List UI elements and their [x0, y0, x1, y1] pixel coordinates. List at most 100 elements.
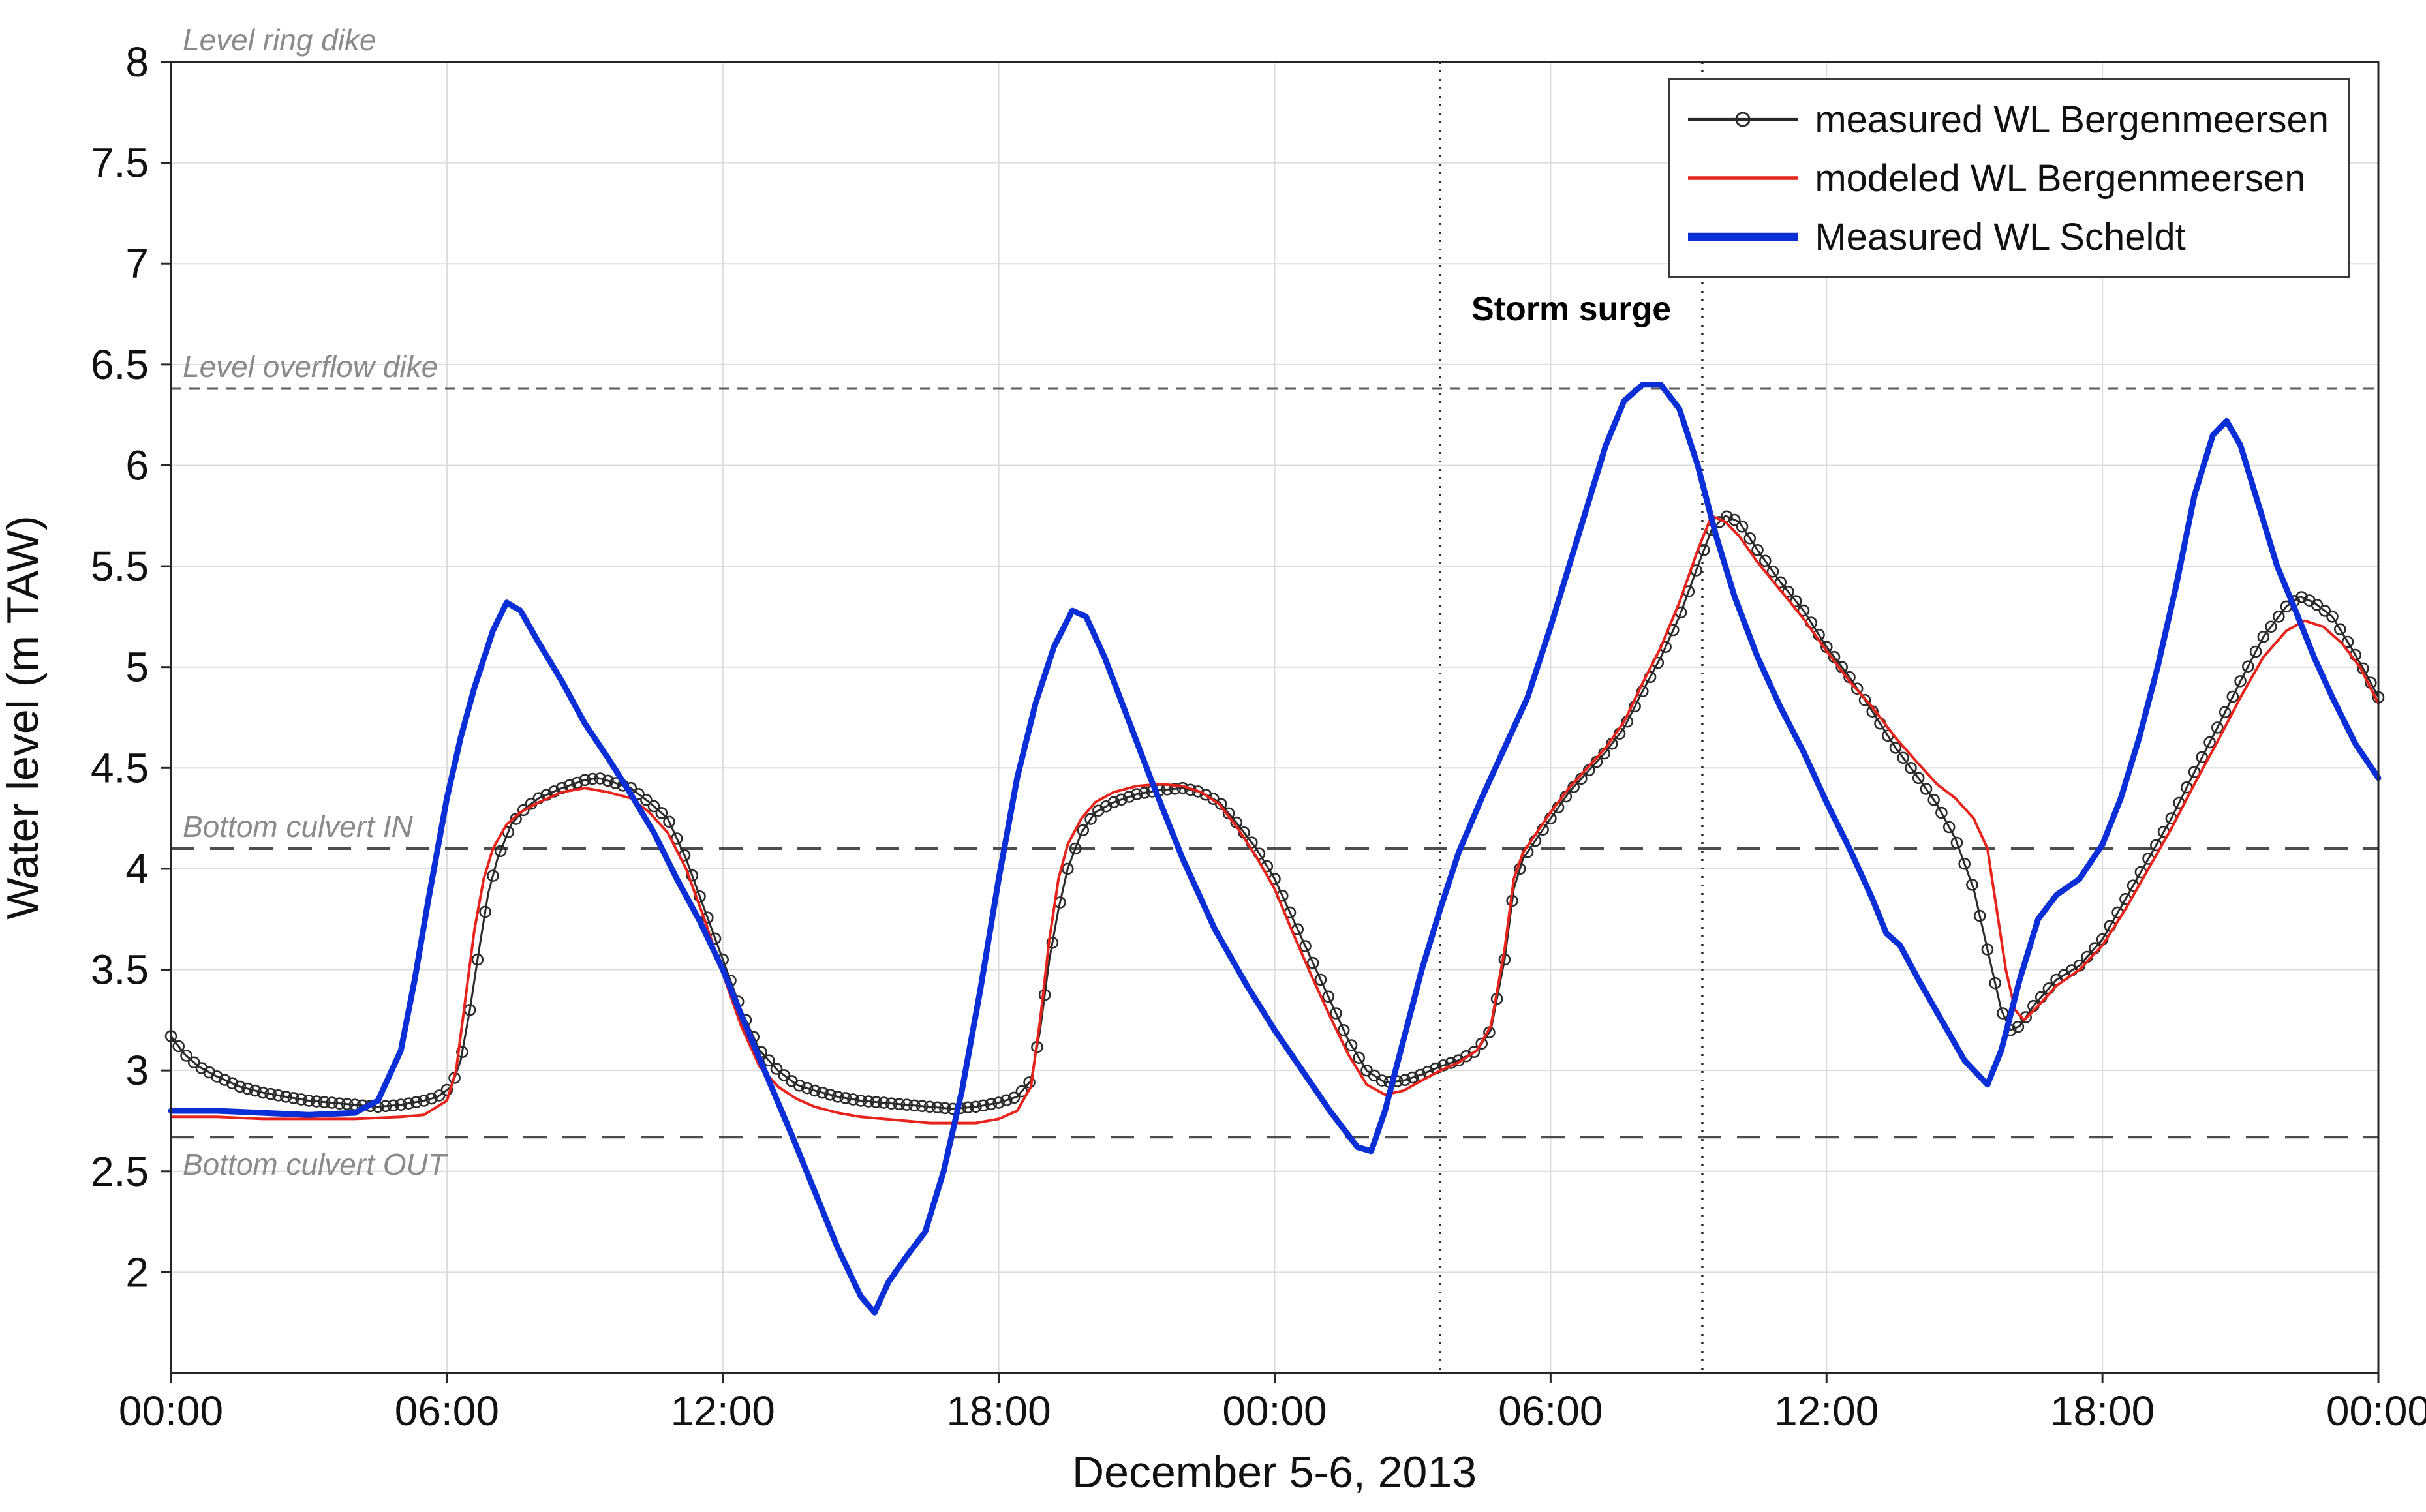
series-marker [2242, 660, 2254, 673]
series-marker [586, 772, 599, 785]
series-marker [249, 1084, 262, 1097]
series-marker [985, 1098, 998, 1110]
series-marker [1138, 787, 1151, 799]
series-marker [517, 804, 530, 817]
series-marker [1467, 1046, 1481, 1059]
series-marker [1322, 990, 1334, 1003]
series-marker [762, 1054, 775, 1066]
legend-label: Measured WL Scheldt [1815, 215, 2186, 258]
series-marker [226, 1077, 239, 1089]
series-marker [433, 1089, 446, 1102]
series-marker [808, 1084, 821, 1097]
series-marker [1337, 1024, 1350, 1036]
series-marker [778, 1069, 790, 1081]
series-marker [303, 1095, 315, 1107]
series-marker [816, 1086, 829, 1099]
series-marker [1077, 824, 1090, 837]
legend-label: measured WL Bergenmeersen [1815, 98, 2329, 141]
series-marker [1345, 1039, 1358, 1051]
series-marker [992, 1096, 1005, 1109]
reference-line-label: Level overflow dike [183, 350, 438, 384]
series-marker [1728, 513, 1741, 526]
series-marker [1935, 806, 1948, 819]
series-marker [1905, 762, 1917, 774]
series-marker [1927, 794, 1940, 806]
series-marker [1406, 1071, 1419, 1084]
legend-swatch-1 [1688, 176, 1798, 180]
series-marker [571, 776, 583, 789]
series-marker [2234, 675, 2247, 688]
series-marker [1437, 1059, 1450, 1072]
series-marker [1046, 937, 1059, 949]
series-marker [1958, 857, 1971, 870]
series-marker [2226, 690, 2239, 703]
series-marker [900, 1098, 913, 1111]
series-marker [655, 807, 668, 819]
series-marker [1751, 543, 1764, 556]
series-marker [1069, 842, 1082, 855]
series-marker [326, 1096, 339, 1109]
series-marker [1299, 940, 1312, 952]
series-marker [402, 1097, 415, 1110]
x-tick-label: 00:00 [2326, 1387, 2426, 1434]
x-tick-label: 18:00 [947, 1387, 1051, 1434]
series-marker [279, 1091, 292, 1103]
series-marker [471, 953, 484, 966]
series-marker [1169, 783, 1182, 795]
series-marker [885, 1097, 898, 1110]
series-marker [1084, 813, 1097, 825]
series-marker [1743, 532, 1757, 545]
y-tick-label: 6.5 [91, 341, 149, 388]
series-marker [379, 1100, 392, 1113]
legend: measured WL Bergenmeersen modeled WL Berg… [1668, 78, 2350, 278]
y-tick-label: 4.5 [91, 744, 149, 791]
series-marker [2257, 630, 2270, 643]
y-tick-label: 2 [125, 1248, 149, 1295]
legend-item: measured WL Bergenmeersen [1684, 91, 2329, 148]
series-marker [272, 1089, 284, 1102]
series-marker [1966, 879, 1978, 891]
series-marker [639, 794, 653, 806]
series-marker [418, 1095, 430, 1107]
series-marker [1353, 1051, 1365, 1065]
series-marker [1897, 751, 1909, 764]
series-marker [686, 869, 699, 882]
series-marker [487, 869, 499, 882]
series-marker [1766, 565, 1779, 578]
series-marker [510, 813, 522, 825]
legend-item: Measured WL Scheldt [1684, 208, 2329, 265]
series-marker [1889, 742, 1902, 754]
x-tick-label: 00:00 [1222, 1387, 1327, 1434]
series-marker [1306, 956, 1319, 969]
y-tick-label: 3 [125, 1047, 149, 1094]
series-marker [1123, 791, 1135, 803]
series-marker [1375, 1074, 1389, 1087]
series-marker [594, 772, 607, 785]
series-marker [1759, 554, 1772, 567]
storm-surge-label: Storm surge [1471, 290, 1671, 328]
series-marker [2211, 721, 2224, 734]
series-marker [387, 1099, 399, 1112]
series-marker [801, 1081, 814, 1095]
series-marker [1858, 693, 1871, 706]
series-marker [479, 905, 491, 918]
series-marker [1973, 909, 1986, 922]
series-marker [1475, 1037, 1488, 1050]
series-marker [218, 1074, 231, 1086]
y-tick-label: 4 [125, 845, 149, 892]
series-marker [333, 1097, 346, 1110]
series-marker [977, 1099, 990, 1112]
y-tick-label: 3.5 [91, 946, 149, 993]
series-marker [1222, 807, 1235, 820]
x-tick-label: 12:00 [1774, 1387, 1879, 1434]
series-marker [1398, 1074, 1411, 1087]
legend-label: modeled WL Bergenmeersen [1815, 157, 2306, 200]
series-line-2 [168, 382, 2382, 1316]
series-marker [823, 1089, 837, 1101]
legend-swatch-0 [1688, 112, 1798, 127]
series-marker [180, 1050, 192, 1062]
series-marker [295, 1093, 308, 1106]
series-marker [1942, 821, 1956, 834]
series-marker [2326, 611, 2339, 623]
